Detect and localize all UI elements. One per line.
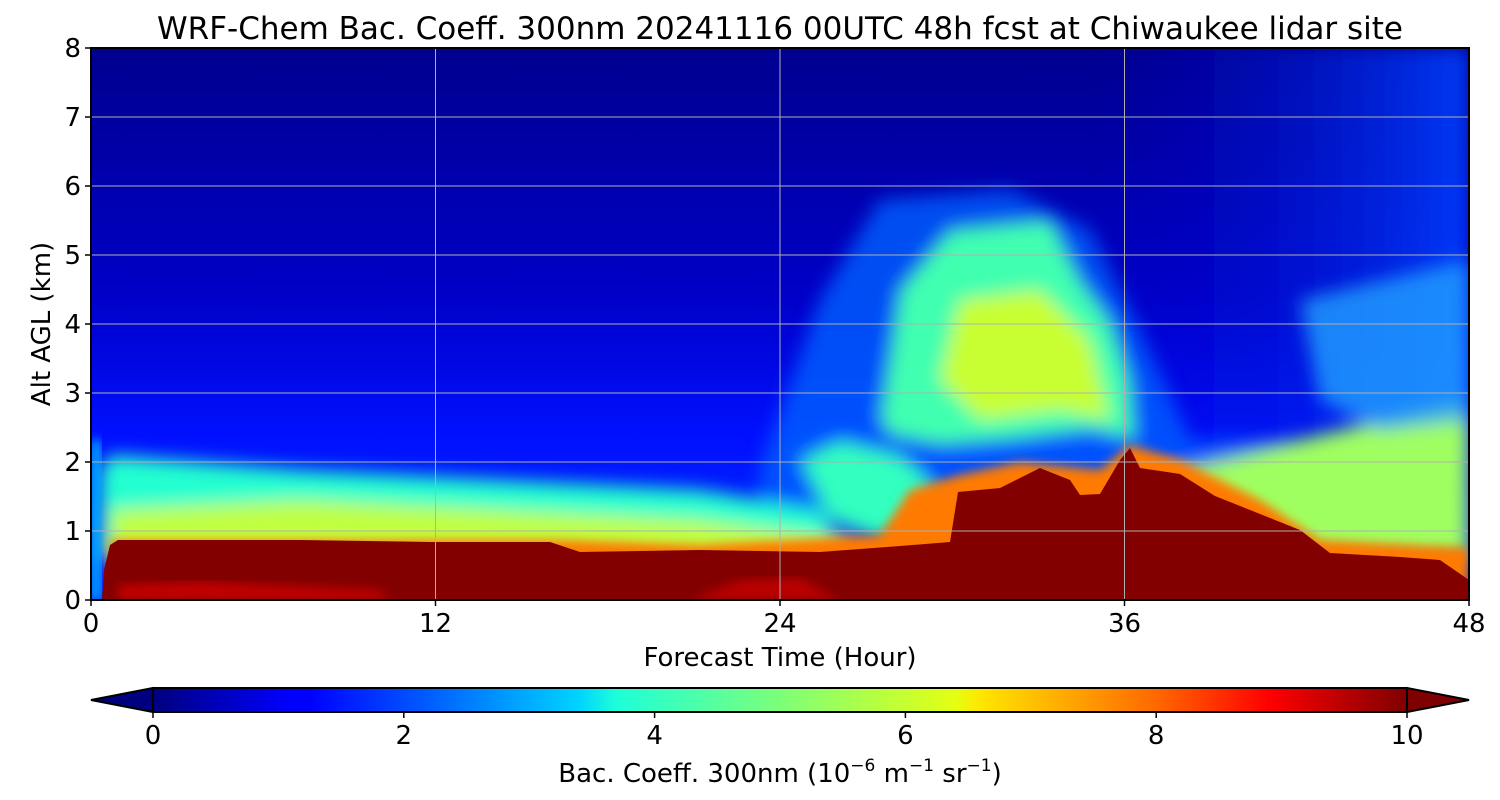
heatmap-surface-layer bbox=[102, 448, 1469, 600]
y-axis: 0 1 2 3 4 5 6 7 8 bbox=[64, 34, 91, 616]
heatmap-left-edge bbox=[91, 440, 101, 600]
x-tick-label: 12 bbox=[419, 609, 452, 639]
x-tick-label: 24 bbox=[763, 609, 796, 639]
colorbar-label: Bac. Coeff. 300nm (10−6 m−1 sr−1) bbox=[558, 756, 1001, 789]
y-tick-label: 2 bbox=[64, 448, 81, 478]
x-tick-label: 0 bbox=[83, 609, 100, 639]
colorbar-tick-label: 6 bbox=[897, 721, 914, 751]
colorbar-bar bbox=[152, 687, 1408, 713]
x-axis-label: Forecast Time (Hour) bbox=[643, 643, 916, 673]
colorbar: 0 2 4 6 8 10 Bac. Coeff. 300nm (10−6 m−1 sr−1… bbox=[90, 686, 1470, 789]
y-tick-label: 0 bbox=[64, 586, 81, 616]
heatmap-elevated-core bbox=[940, 290, 1110, 420]
y-tick-label: 3 bbox=[64, 379, 81, 409]
colorbar-tick-label: 0 bbox=[145, 721, 162, 751]
x-tick-label: 48 bbox=[1452, 609, 1485, 639]
chart-title: WRF-Chem Bac. Coeff. 300nm 20241116 00UT… bbox=[157, 11, 1403, 47]
colorbar-extend-low bbox=[90, 686, 154, 714]
heatmap-surface-hotspot bbox=[690, 578, 840, 600]
colorbar-extend-high bbox=[1406, 686, 1470, 714]
colorbar-tick-label: 2 bbox=[396, 721, 413, 751]
y-tick-label: 5 bbox=[64, 241, 81, 271]
heatmap-surface-inner-red bbox=[118, 582, 390, 600]
y-tick-label: 4 bbox=[64, 310, 81, 340]
y-tick-label: 8 bbox=[64, 34, 81, 64]
colorbar-tick-label: 10 bbox=[1390, 721, 1423, 751]
y-tick-label: 1 bbox=[64, 517, 81, 547]
y-axis-label: Alt AGL (km) bbox=[27, 242, 57, 406]
y-tick-label: 6 bbox=[64, 172, 81, 202]
colorbar-tick-label: 8 bbox=[1148, 721, 1165, 751]
y-tick-label: 7 bbox=[64, 103, 81, 133]
heatmap-right-upper-haze bbox=[1300, 260, 1469, 430]
x-tick-label: 36 bbox=[1108, 609, 1141, 639]
colorbar-ticks: 0 2 4 6 8 10 bbox=[145, 712, 1424, 751]
colorbar-tick-label: 4 bbox=[646, 721, 663, 751]
x-axis: 0 12 24 36 48 bbox=[83, 600, 1486, 639]
